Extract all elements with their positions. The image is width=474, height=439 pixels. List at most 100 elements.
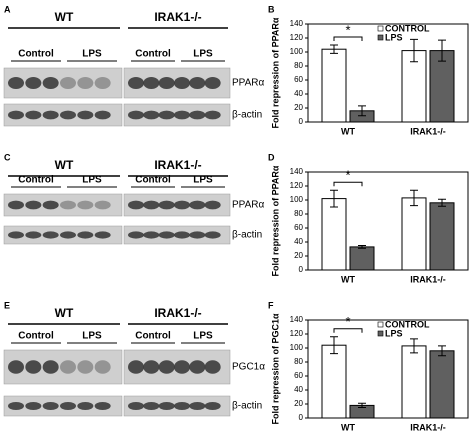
blot-band: [8, 77, 24, 89]
y-tick-label: 80: [294, 209, 303, 218]
y-tick-label: 140: [290, 167, 304, 176]
panel-label: F: [268, 300, 274, 310]
row-label: PPARα: [232, 200, 264, 211]
y-tick-label: 120: [290, 33, 304, 42]
blot-band: [189, 77, 206, 89]
bar: [429, 202, 455, 271]
y-tick-label: 0: [299, 413, 304, 422]
blot-band: [143, 402, 160, 410]
y-tick-label: 120: [290, 329, 304, 338]
bar: [401, 50, 427, 123]
y-tick-label: 20: [294, 103, 303, 112]
y-tick-label: 60: [294, 223, 303, 232]
condition-label: Control: [135, 175, 171, 186]
legend-swatch: [377, 330, 384, 337]
blot-band: [25, 402, 42, 410]
blot-band: [8, 360, 24, 374]
group-name: WT: [55, 158, 74, 172]
blot-band: [158, 110, 175, 120]
legend-label: CONTROL: [385, 23, 430, 33]
blot-band: [189, 200, 206, 210]
blot-band: [174, 402, 190, 410]
blot-band: [8, 402, 24, 410]
blot-band: [128, 231, 144, 239]
blot-band: [42, 110, 59, 120]
blot-band: [189, 231, 206, 239]
condition-label: LPS: [193, 331, 213, 342]
y-tick-label: 120: [290, 181, 304, 190]
blot-band: [94, 231, 111, 239]
error-bar: [330, 189, 338, 208]
y-tick-label: 100: [290, 47, 304, 56]
blot-band: [8, 200, 24, 210]
blot-band: [60, 77, 76, 89]
legend-swatch: [377, 34, 384, 41]
panel-label: A: [4, 4, 11, 14]
legend-label: CONTROL: [385, 319, 430, 329]
y-tick-label: 60: [294, 75, 303, 84]
panel-label: C: [4, 152, 11, 162]
blot-band: [8, 110, 24, 120]
bar: [349, 246, 375, 271]
blot-band: [143, 77, 160, 89]
blot-band: [174, 360, 190, 374]
blot-band: [128, 360, 144, 374]
blot-band: [42, 402, 59, 410]
blot-band: [60, 360, 76, 374]
condition-label: LPS: [82, 49, 102, 60]
error-bar: [438, 198, 446, 207]
y-tick-label: 100: [290, 343, 304, 352]
blot-band: [204, 360, 221, 374]
plot-frame: [307, 171, 469, 271]
blot-band: [189, 110, 206, 120]
group-name: WT: [55, 10, 74, 24]
blot-band: [158, 402, 175, 410]
blot-band: [174, 200, 190, 210]
panel-label: D: [268, 152, 275, 162]
blot-band: [77, 360, 94, 374]
y-tick-label: 20: [294, 251, 303, 260]
blot-band: [158, 77, 175, 89]
bar: [401, 345, 427, 419]
y-axis-label: Fold repression of PGC1α: [270, 313, 280, 425]
blot-band: [94, 402, 111, 410]
error-bar: [410, 189, 418, 207]
x-tick-label: IRAK1-/-: [410, 422, 446, 432]
y-tick-label: 0: [299, 265, 304, 274]
blot-band: [94, 110, 111, 120]
y-tick-label: 40: [294, 237, 303, 246]
plot-frame: [307, 23, 469, 123]
blot-band: [128, 77, 144, 89]
condition-label: LPS: [193, 49, 213, 60]
blot-band: [25, 200, 42, 210]
blot-band: [143, 200, 160, 210]
blot-band: [77, 402, 94, 410]
y-tick-label: 40: [294, 89, 303, 98]
blot-band: [174, 110, 190, 120]
x-tick-label: IRAK1-/-: [410, 274, 446, 284]
condition-label: Control: [18, 175, 54, 186]
error-bar: [438, 345, 446, 357]
condition-label: Control: [18, 49, 54, 60]
condition-label: LPS: [82, 331, 102, 342]
group-name: WT: [55, 306, 74, 320]
blot-band: [158, 200, 175, 210]
blot-band: [25, 77, 42, 89]
blot-band: [143, 110, 160, 120]
blot-band: [204, 77, 221, 89]
blot-band: [60, 200, 76, 210]
blot-band: [174, 77, 190, 89]
y-tick-label: 80: [294, 61, 303, 70]
condition-label: LPS: [82, 175, 102, 186]
y-axis-label: Fold repression of PPARα: [270, 17, 280, 128]
error-bar: [358, 105, 366, 117]
blot-band: [60, 402, 76, 410]
y-tick-label: 20: [294, 399, 303, 408]
error-bar: [410, 38, 418, 63]
error-bar: [410, 338, 418, 354]
y-tick-label: 100: [290, 195, 304, 204]
blot-band: [77, 110, 94, 120]
y-tick-label: 60: [294, 371, 303, 380]
error-bar: [330, 336, 338, 355]
